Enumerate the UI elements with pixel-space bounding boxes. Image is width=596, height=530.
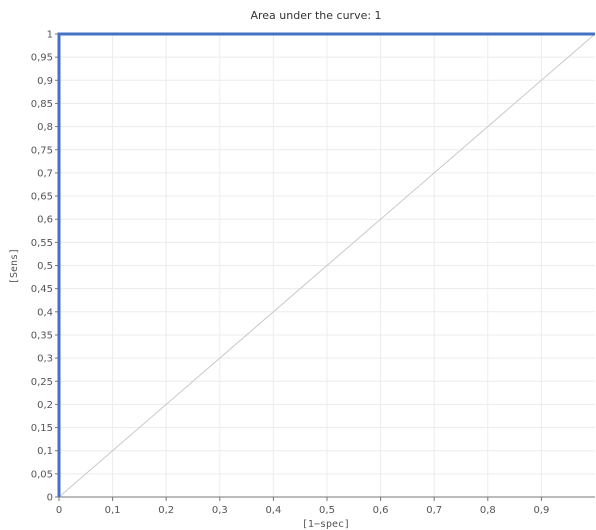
x-tick-label: 0,7 [426, 505, 442, 516]
y-tick-label: 1 [47, 30, 53, 41]
y-tick-label: 0,5 [37, 261, 53, 272]
roc-curve-line [57, 32, 595, 497]
y-tick-label: 0,55 [31, 238, 53, 249]
x-tick-label: 0,6 [373, 505, 389, 516]
y-tick-label: 0,85 [31, 99, 53, 110]
x-axis-label: [1−spec] [302, 519, 350, 530]
diagonal-reference-line [58, 33, 596, 498]
x-tick-label: 0,8 [480, 505, 496, 516]
y-tick-label: 0,9 [37, 76, 53, 87]
y-tick-label: 0,25 [31, 377, 53, 388]
x-tick-label: 0,9 [533, 505, 549, 516]
x-tick-label: 0,2 [158, 505, 174, 516]
x-tick-label: 0,3 [212, 505, 228, 516]
grid [58, 33, 595, 498]
y-tick-label: 0,4 [37, 307, 53, 318]
y-tick-label: 0,3 [37, 354, 53, 365]
series-layer [57, 32, 596, 498]
x-tick-label: 0 [56, 505, 62, 516]
y-tick-label: 0,05 [31, 469, 53, 480]
y-tick-label: 0,35 [31, 330, 53, 341]
y-tick-label: 0,95 [31, 53, 53, 64]
y-tick-label: 0 [47, 493, 53, 504]
y-tick-label: 0,1 [37, 446, 53, 457]
y-tick-label: 0,7 [37, 168, 53, 179]
y-tick-label: 0,6 [37, 215, 53, 226]
y-tick-label: 0,2 [37, 400, 53, 411]
tick-labels: 0 0,05 0,1 0,15 0,2 0,25 0,3 0,35 0,4 0,45 0,5 0,55… [31, 30, 550, 517]
x-tick-label: 0,4 [265, 505, 281, 516]
y-axis-label: [Sens] [9, 248, 20, 284]
x-tick-label: 0,1 [105, 505, 121, 516]
y-tick-label: 0,15 [31, 423, 53, 434]
y-tick-label: 0,8 [37, 122, 53, 133]
y-tick-label: 0,75 [31, 145, 53, 156]
y-tick-label: 0,45 [31, 284, 53, 295]
y-tick-label: 0,65 [31, 192, 53, 203]
x-tick-label: 0,5 [319, 505, 335, 516]
chart-title: Area under the curve: 1 [250, 9, 381, 22]
